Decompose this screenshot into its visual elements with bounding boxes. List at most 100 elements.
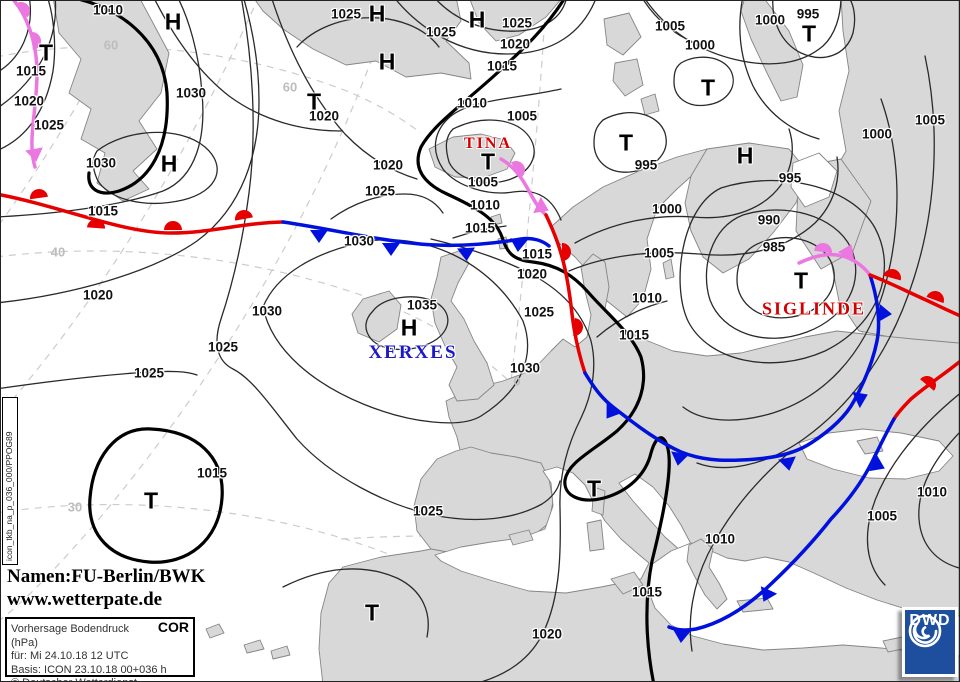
pressure-label: 1010	[916, 484, 948, 500]
cold-front-europe	[583, 273, 881, 463]
pressure-label: 1035	[406, 297, 438, 313]
pressure-label: 1005	[467, 174, 499, 190]
pressure-label: 1030	[509, 360, 541, 376]
info-cor-flag: COR	[157, 619, 189, 635]
land-layer	[53, 1, 959, 681]
pressure-label: 1025	[425, 24, 457, 40]
pressure-label: 1015	[464, 220, 496, 236]
pressure-label: 1030	[251, 303, 283, 319]
pressure-center-label: T	[801, 20, 817, 47]
pressure-label: 1025	[364, 183, 396, 199]
pressure-center-label: H	[736, 142, 754, 169]
pressure-label: 1030	[175, 85, 207, 101]
pressure-label: 1015	[521, 246, 553, 262]
pressure-label: 1015	[15, 63, 47, 79]
pressure-label: 1010	[469, 197, 501, 213]
warm-front-north-sea	[544, 213, 587, 375]
pressure-center-label: H	[400, 314, 418, 341]
graticule-label: 60	[282, 79, 298, 95]
pressure-label: 1025	[33, 117, 65, 133]
pressure-center-label: T	[38, 39, 54, 66]
system-name-label: XERXES	[368, 342, 458, 363]
info-title: Vorhersage Bodendruck (hPa)	[11, 623, 130, 649]
pressure-label: 1020	[13, 93, 45, 109]
pressure-label: 1015	[196, 465, 228, 481]
graticule-label: 30	[67, 499, 83, 515]
credits-url[interactable]: www.wetterpate.de	[7, 589, 163, 610]
pressure-label: 1005	[914, 112, 946, 128]
pressure-label: 995	[796, 6, 820, 22]
pressure-label: 1010	[456, 95, 488, 111]
info-model-basis: Basis: ICON 23.10.18 00+036 h	[11, 663, 167, 676]
pressure-label: 1005	[643, 245, 675, 261]
pressure-center-label: H	[468, 6, 486, 33]
dwd-logo: DWD	[902, 607, 958, 677]
pressure-label: 995	[778, 170, 802, 186]
info-copyright: © Deutscher Wetterdienst	[11, 677, 189, 681]
pressure-label: 1025	[412, 503, 444, 519]
pressure-label: 1015	[87, 203, 119, 219]
pressure-center-label: H	[164, 8, 182, 35]
system-name-label: SIGLINDE	[761, 298, 867, 319]
graticule-label: 0	[513, 373, 521, 389]
occluded-front-northwest	[12, 1, 39, 169]
info-valid-time: für: Mi 24.10.18 12 UTC	[11, 650, 129, 662]
dwd-spiral-icon	[908, 614, 942, 648]
occluded-front-siglinde	[797, 252, 872, 277]
pressure-label: 1030	[343, 233, 375, 249]
product-id-box	[2, 397, 18, 565]
pressure-label: 1020	[82, 287, 114, 303]
pressure-label: 1025	[207, 339, 239, 355]
cold-front-atlantic	[281, 220, 551, 248]
warm-front-atlantic	[1, 193, 285, 235]
pressure-label: 1005	[866, 508, 898, 524]
pressure-center-label: T	[700, 74, 716, 101]
pressure-label: 1010	[92, 2, 124, 18]
pressure-center-label: H	[378, 48, 396, 75]
warm-front-siglinde	[868, 273, 959, 318]
pressure-label: 1000	[651, 201, 683, 217]
pressure-center-label: T	[618, 129, 634, 156]
pressure-center-label: T	[364, 599, 380, 626]
cold-front-southeast	[667, 417, 896, 632]
pressure-label: 1020	[531, 626, 563, 642]
pressure-label: 1005	[654, 18, 686, 34]
pressure-label: 1020	[516, 266, 548, 282]
pressure-label: 990	[757, 212, 781, 228]
pressure-label: 985	[762, 239, 786, 255]
credits-names: Namen:FU-Berlin/BWK	[7, 566, 206, 587]
credits-block: Namen:FU-Berlin/BWK www.wetterpate.de	[7, 565, 205, 611]
pressure-label: 1020	[372, 157, 404, 173]
pressure-label: 1025	[133, 365, 165, 381]
forecast-info-box: Vorhersage Bodendruck (hPa) COR für: Mi …	[5, 617, 195, 681]
pressure-center-label: H	[160, 150, 178, 177]
pressure-center-label: T	[586, 475, 602, 502]
pressure-center-label: T	[306, 88, 322, 115]
pressure-center-label: H	[368, 0, 386, 27]
pressure-label: 1025	[523, 304, 555, 320]
pressure-label: 1015	[618, 327, 650, 343]
pressure-label: 1005	[506, 108, 538, 124]
graticule-label: 60	[103, 37, 119, 53]
pressure-label: 1020	[308, 108, 340, 124]
pressure-center-label: T	[480, 148, 496, 175]
pressure-center-label: T	[143, 487, 159, 514]
pressure-label: 1000	[861, 126, 893, 142]
pressure-label: 1030	[85, 155, 117, 171]
pressure-label: 1000	[754, 12, 786, 28]
pressure-label: 995	[634, 157, 658, 173]
pressure-center-label: T	[793, 267, 809, 294]
pressure-label: 1010	[631, 290, 663, 306]
isobar-bold-lines	[78, 1, 671, 681]
pressure-label: 1025	[501, 15, 533, 31]
graticule-label: 40	[50, 244, 66, 260]
fronts-layer	[1, 1, 959, 632]
pressure-label: 1015	[486, 58, 518, 74]
pressure-label: 1015	[631, 584, 663, 600]
product-id-label: icon_tkb_na_p_036_000/PPOG89	[4, 431, 14, 562]
pressure-label: 1000	[684, 37, 716, 53]
pressure-label: 1010	[704, 531, 736, 547]
